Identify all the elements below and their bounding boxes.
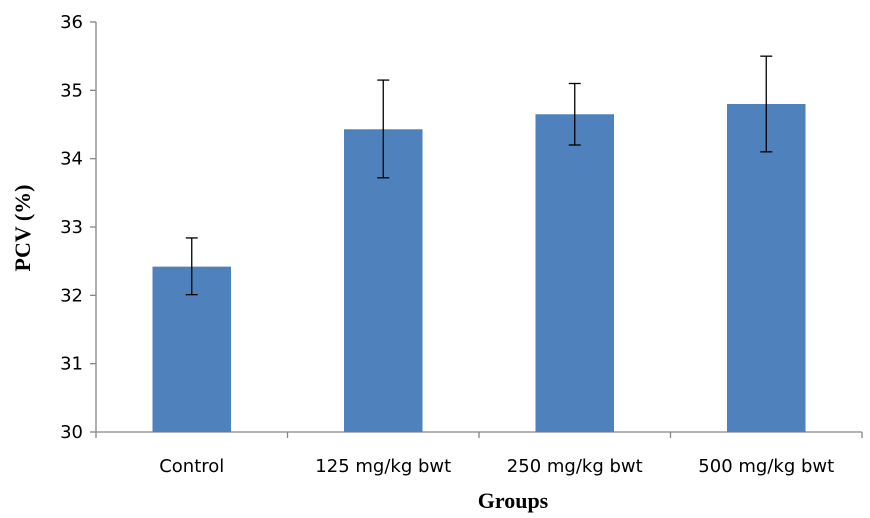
bar [726, 104, 806, 432]
bar [535, 114, 615, 432]
y-axis-title: PCV (%) [10, 185, 35, 272]
y-tick-label: 32 [60, 285, 83, 306]
y-tick-label: 36 [60, 12, 83, 33]
bars [152, 104, 806, 433]
x-axis [95, 431, 863, 438]
category-label: 250 mg/kg bwt [507, 456, 643, 477]
category-label: Control [159, 456, 224, 477]
bar [343, 129, 423, 433]
category-label: 500 mg/kg bwt [698, 456, 834, 477]
y-tick-label: 33 [60, 217, 83, 238]
error-bars [185, 55, 773, 296]
x-axis-title: Groups [478, 488, 549, 513]
y-tick-label: 30 [60, 422, 83, 443]
category-labels: Control 125 mg/kg bwt 250 mg/kg bwt 500 mg/… [159, 456, 834, 477]
y-axis: 30 31 32 33 34 35 36 [60, 12, 97, 443]
category-label: 125 mg/kg bwt [315, 456, 451, 477]
y-tick-label: 31 [60, 354, 83, 375]
y-tick-label: 34 [60, 149, 83, 170]
y-tick-label: 35 [60, 80, 83, 101]
